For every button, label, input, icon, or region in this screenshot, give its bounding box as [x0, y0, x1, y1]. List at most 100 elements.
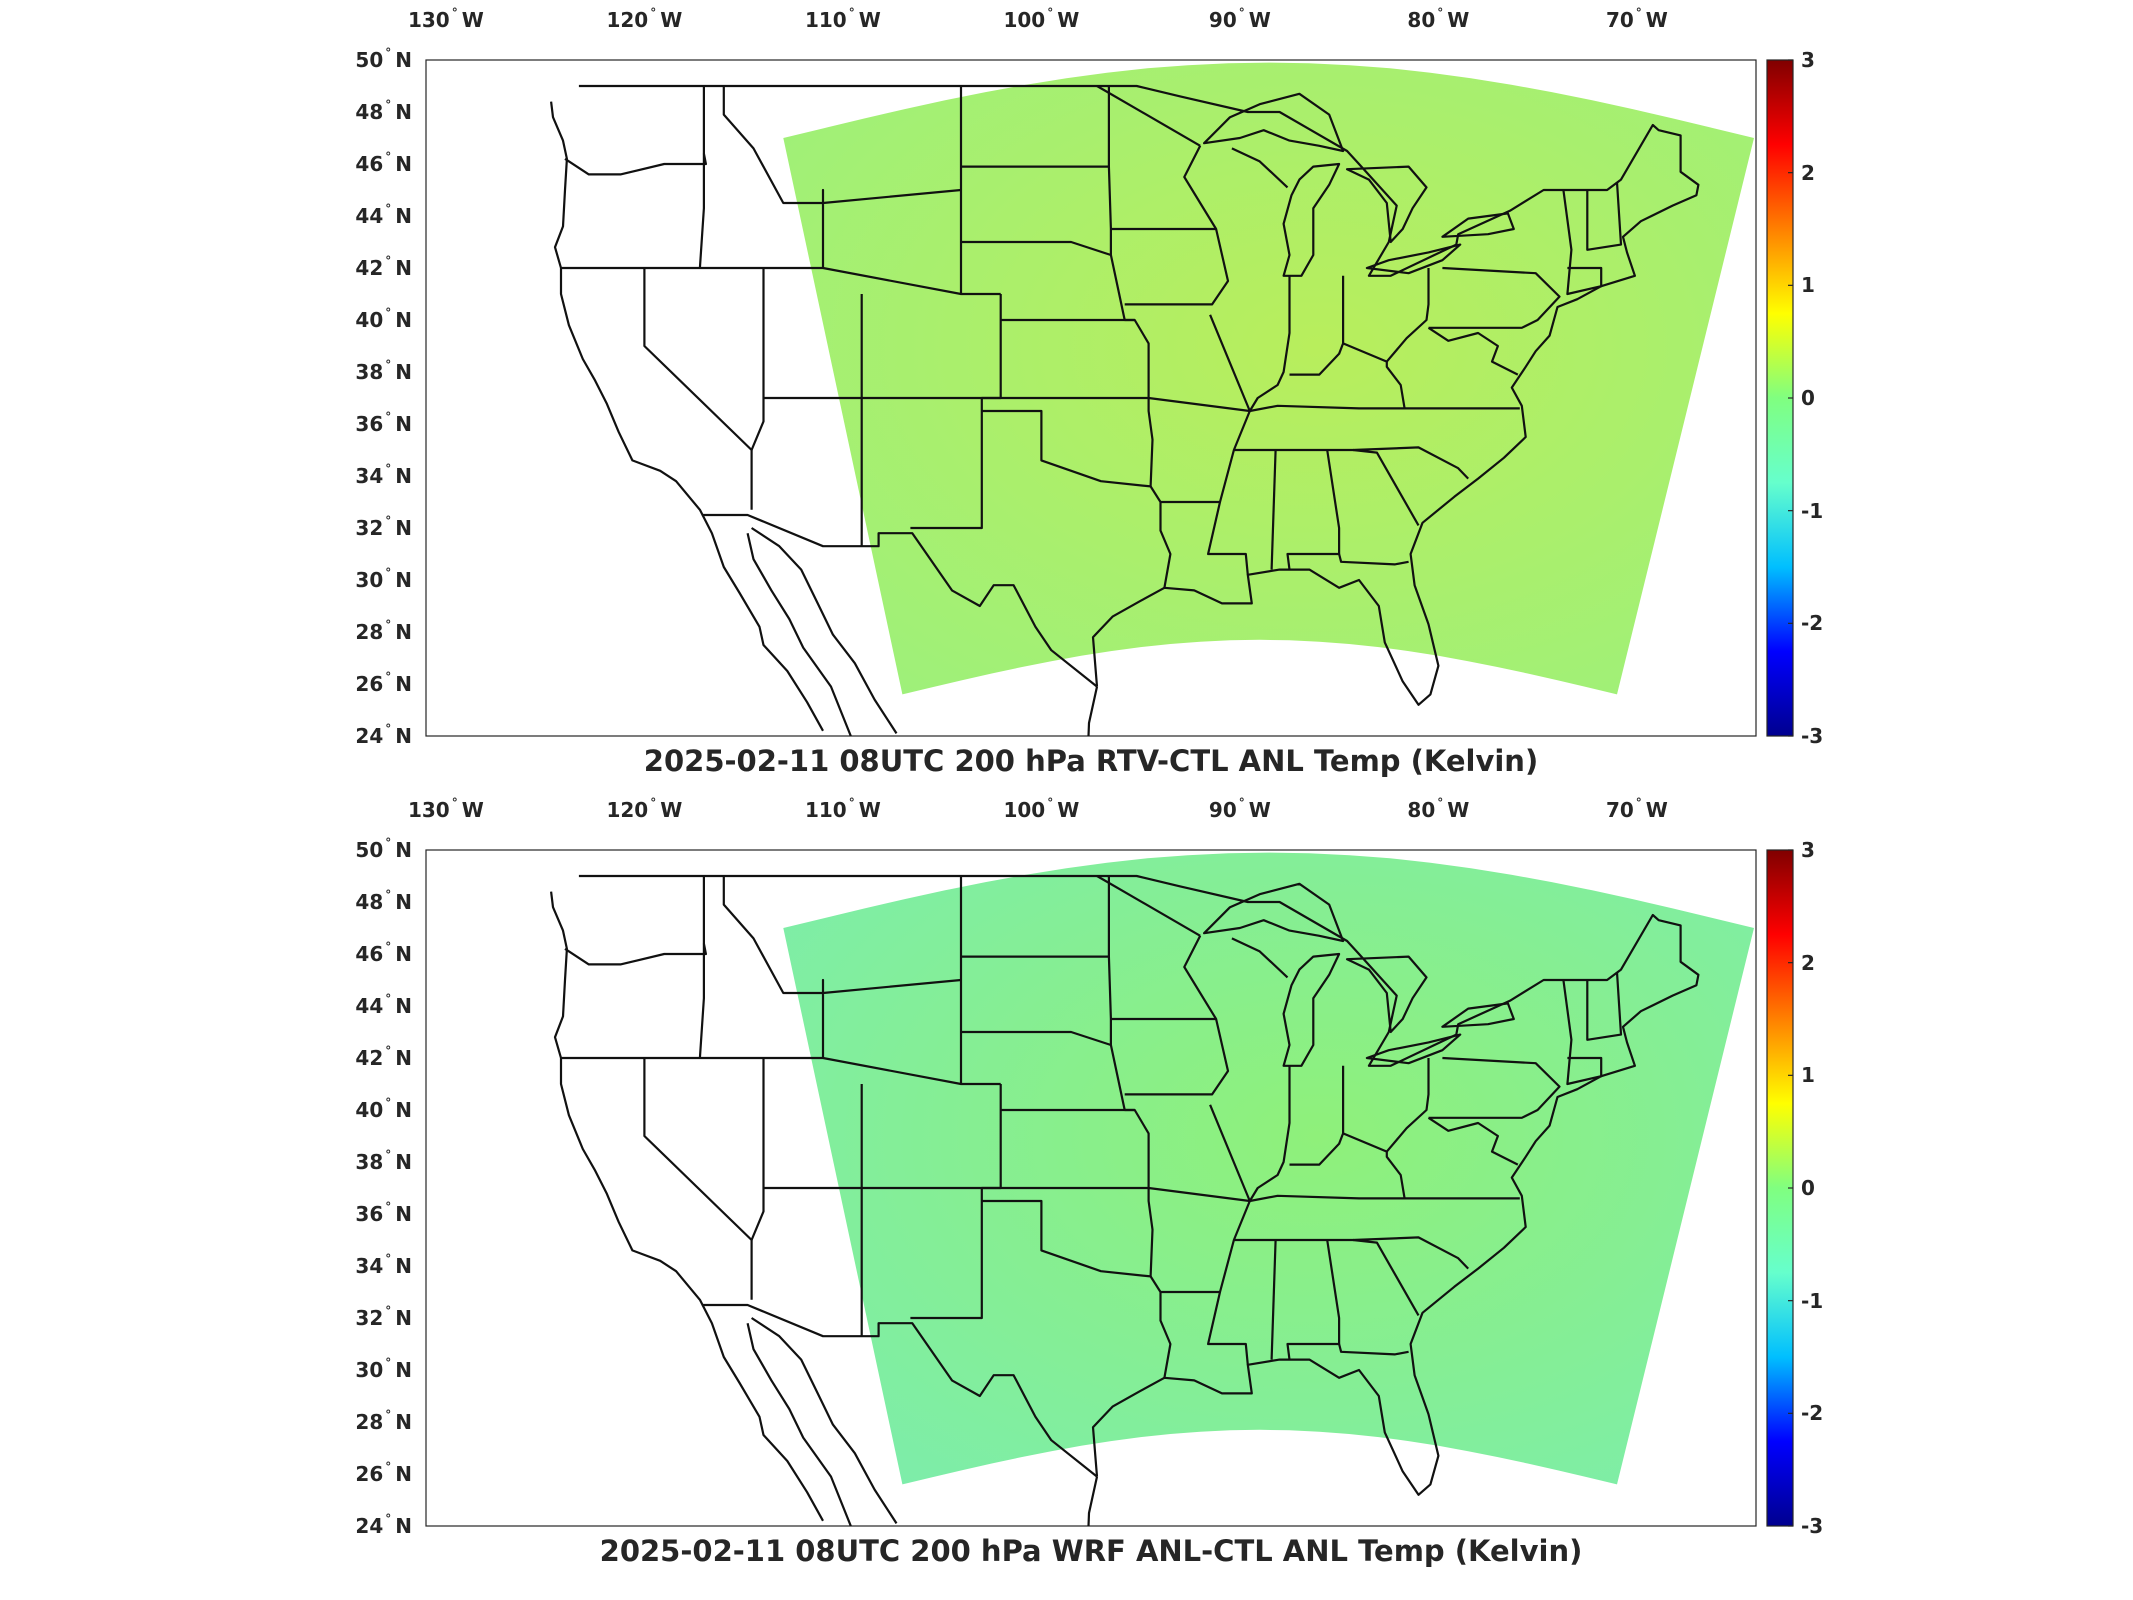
degree-symbol: ° — [385, 888, 392, 902]
coastline — [750, 1317, 898, 1524]
lake-outline — [1365, 1033, 1462, 1065]
latitude-suffix: N — [395, 1254, 412, 1278]
state-border — [1124, 145, 1230, 306]
latitude-value: 38 — [355, 360, 384, 384]
latitude-tick-label: 46 ° N — [342, 150, 412, 176]
degree-symbol: ° — [385, 1096, 392, 1110]
degree-symbol: ° — [385, 1408, 392, 1422]
latitude-value: 32 — [355, 516, 384, 540]
state-border — [1249, 1194, 1520, 1203]
latitude-value: 46 — [355, 942, 384, 966]
degree-symbol: ° — [848, 796, 855, 810]
latitude-suffix: N — [395, 360, 412, 384]
latitude-value: 44 — [355, 204, 384, 228]
state-border — [722, 876, 823, 995]
degree-symbol: ° — [1238, 6, 1245, 20]
state-border — [910, 1084, 1002, 1320]
latitude-tick-label: 50 ° N — [342, 836, 412, 862]
longitude-tick-label: 90 ° W — [1208, 6, 1271, 32]
longitude-suffix: W — [1447, 8, 1470, 32]
degree-symbol: ° — [385, 514, 392, 528]
state-border — [961, 1030, 1112, 1047]
latitude-suffix: N — [395, 890, 412, 914]
state-border — [643, 1058, 753, 1300]
longitude-tick-label: 120 ° W — [606, 6, 683, 32]
longitude-suffix: W — [858, 798, 881, 822]
latitude-tick-label: 34 ° N — [342, 462, 412, 488]
latitude-tick-label: 36 ° N — [342, 1200, 412, 1226]
coastline — [550, 891, 824, 1522]
latitude-tick-label: 40 ° N — [342, 1096, 412, 1122]
latitude-suffix: N — [395, 1358, 412, 1382]
degree-symbol: ° — [385, 1200, 392, 1214]
degree-symbol: ° — [385, 1460, 392, 1474]
latitude-suffix: N — [395, 620, 412, 644]
latitude-value: 28 — [355, 1410, 384, 1434]
degree-symbol: ° — [385, 98, 392, 112]
state-border — [1249, 404, 1520, 413]
latitude-value: 42 — [355, 256, 384, 280]
state-border — [1352, 448, 1420, 526]
degree-symbol: ° — [1238, 796, 1245, 810]
latitude-tick-label: 50 ° N — [342, 46, 412, 72]
latitude-tick-label: 46 ° N — [342, 940, 412, 966]
colorbar-tick-label: -3 — [1801, 724, 1824, 748]
latitude-tick-label: 32 ° N — [342, 514, 412, 540]
latitude-suffix: N — [395, 942, 412, 966]
panel-rtv-ctl: 2025-02-11 08UTC 200 hPa RTV-CTL ANL Tem… — [0, 0, 2133, 790]
state-border — [1385, 1058, 1430, 1153]
state-border — [1124, 935, 1230, 1096]
state-border — [1586, 972, 1623, 1041]
lake-outline — [1202, 882, 1345, 943]
longitude-value: 120 — [606, 798, 649, 822]
coastline — [578, 84, 1700, 706]
longitude-tick-label: 90 ° W — [1208, 796, 1271, 822]
lake-outline — [1282, 162, 1341, 277]
state-border — [1338, 1343, 1409, 1356]
colorbar-tick-label: 1 — [1801, 1063, 1815, 1088]
longitude-value: 90 — [1208, 8, 1237, 32]
degree-symbol: ° — [385, 1044, 392, 1058]
longitude-suffix: W — [461, 798, 484, 822]
latitude-value: 34 — [355, 1254, 384, 1278]
latitude-value: 26 — [355, 672, 384, 696]
latitude-suffix: N — [395, 838, 412, 862]
longitude-value: 80 — [1407, 8, 1436, 32]
latitude-tick-label: 38 ° N — [342, 358, 412, 384]
longitude-value: 90 — [1208, 798, 1237, 822]
state-border — [750, 1058, 765, 1241]
state-border — [1428, 266, 1561, 329]
state-border — [1352, 1238, 1420, 1316]
latitude-value: 26 — [355, 1462, 384, 1486]
longitude-value: 120 — [606, 8, 649, 32]
latitude-value: 30 — [355, 1358, 384, 1382]
latitude-value: 34 — [355, 464, 384, 488]
degree-symbol: ° — [385, 150, 392, 164]
map-plot — [425, 849, 1794, 1527]
state-border — [698, 153, 706, 269]
state-border — [564, 876, 708, 966]
longitude-value: 80 — [1407, 798, 1436, 822]
longitude-suffix: W — [1447, 798, 1470, 822]
degree-symbol: ° — [385, 566, 392, 580]
latitude-suffix: N — [395, 1410, 412, 1434]
longitude-value: 110 — [804, 8, 847, 32]
panel-wrf-anl-ctl: 2025-02-11 08UTC 200 hPa WRF ANL-CTL ANL… — [0, 790, 2133, 1600]
lake-outline — [1202, 92, 1345, 153]
latitude-suffix: N — [395, 672, 412, 696]
latitude-tick-label: 42 ° N — [342, 1044, 412, 1070]
degree-symbol: ° — [385, 254, 392, 268]
longitude-tick-label: 110 ° W — [804, 6, 881, 32]
lake-outline — [1345, 955, 1428, 1034]
longitude-suffix: W — [660, 8, 683, 32]
degree-symbol: ° — [385, 1512, 392, 1526]
degree-symbol: ° — [650, 796, 657, 810]
state-border — [821, 978, 962, 1058]
colorbar-tick-label: 3 — [1801, 838, 1815, 862]
national-border — [701, 513, 1098, 688]
state-border — [1270, 449, 1277, 570]
lake-outline — [1441, 212, 1515, 238]
latitude-suffix: N — [395, 516, 412, 540]
longitude-tick-label: 130 ° W — [408, 796, 484, 822]
latitude-suffix: N — [395, 1306, 412, 1330]
